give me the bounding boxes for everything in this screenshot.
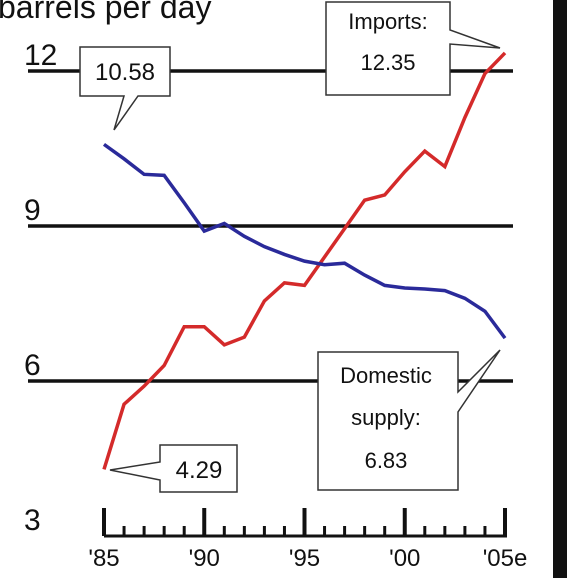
y-tick-label-6: 6: [24, 349, 41, 382]
callout-start-domestic: 10.58: [79, 46, 171, 131]
grid-lines: [28, 69, 513, 383]
x-tick-label-2005: '05e: [483, 545, 528, 572]
x-axis: '85 '90 '95 '00 '05e: [88, 508, 527, 572]
series-lines: [102, 51, 507, 470]
callout-domestic-end: Domestic supply: 6.83: [317, 349, 501, 491]
y-tick-label-3: 3: [24, 504, 41, 537]
callout-domestic-label-1: Domestic: [340, 363, 432, 388]
x-tick-label-1985: '85: [88, 545, 119, 572]
callout-start-imports: 4.29: [109, 444, 238, 493]
x-tick-label-2000: '00: [389, 545, 420, 572]
callout-imports-label: Imports:: [348, 9, 427, 34]
callout-domestic-label-2: supply:: [351, 405, 421, 430]
callout-imports-value: 12.35: [360, 50, 415, 75]
right-border: [553, 0, 567, 578]
series-line-domestic-supply: [102, 142, 507, 340]
callout-start-domestic-value: 10.58: [95, 59, 155, 86]
x-tick-label-1995: '95: [289, 545, 320, 572]
chart-title: barrels per day: [0, 0, 211, 25]
callout-domestic-value: 6.83: [365, 448, 408, 473]
y-tick-label-9: 9: [24, 194, 41, 227]
callout-imports-end: Imports: 12.35: [325, 1, 501, 96]
x-tick-label-1990: '90: [189, 545, 220, 572]
y-tick-labels: 12 9 6 3: [24, 39, 57, 537]
callout-start-imports-value: 4.29: [176, 457, 223, 484]
y-tick-label-12: 12: [24, 39, 57, 72]
